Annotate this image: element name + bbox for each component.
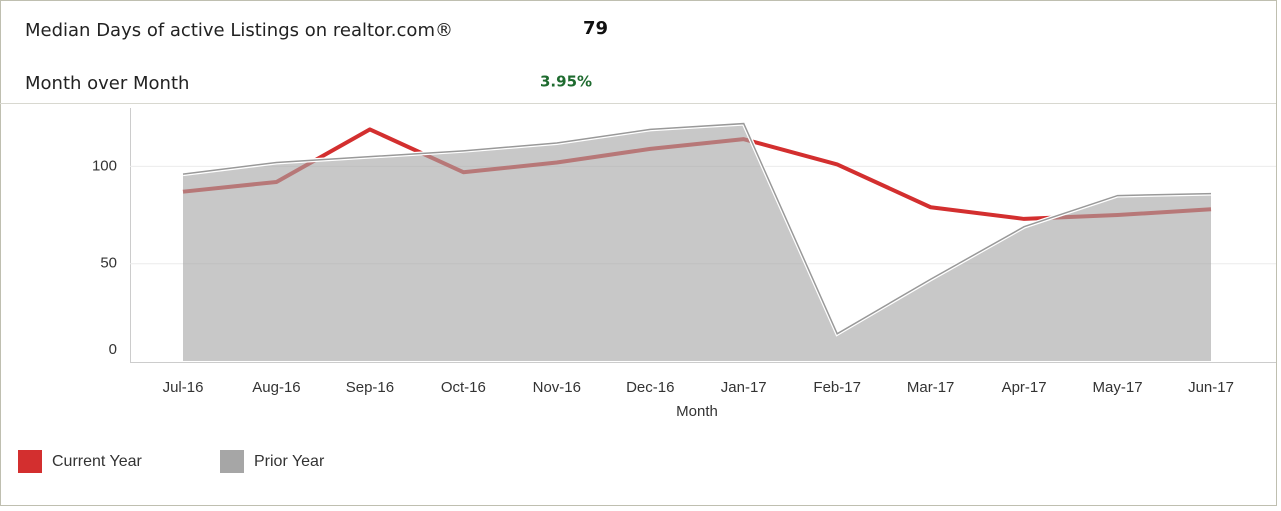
legend-label: Prior Year: [254, 453, 325, 470]
x-tick-label: Dec-16: [626, 379, 674, 396]
y-tick-label: 50: [100, 255, 117, 272]
y-tick-label: 100: [92, 157, 117, 174]
legend-label: Current Year: [52, 453, 143, 470]
legend-swatch: [18, 450, 42, 473]
x-axis-label: Month: [676, 403, 718, 420]
prior-area: [183, 123, 1211, 361]
x-tick-label: Mar-17: [907, 379, 955, 396]
x-tick-label: Jun-17: [1188, 379, 1234, 396]
metric-value: 79: [583, 18, 608, 39]
legend-swatch: [220, 450, 244, 473]
x-tick-label: Feb-17: [813, 379, 861, 396]
x-tick-label: Aug-16: [252, 379, 300, 396]
x-tick-label: Jan-17: [721, 379, 767, 396]
prior-outline: [182, 122, 1212, 335]
change-value: 3.95%: [540, 73, 592, 91]
x-tick-label: Nov-16: [533, 379, 581, 396]
x-tick-label: May-17: [1093, 379, 1143, 396]
y-tick-label: 0: [109, 341, 117, 358]
x-tick-label: Apr-17: [1002, 379, 1047, 396]
x-tick-label: Oct-16: [441, 379, 486, 396]
change-label: Month over Month: [25, 73, 189, 94]
metric-label: Median Days of active Listings on realto…: [25, 20, 453, 41]
x-tick-label: Sep-16: [346, 379, 394, 396]
x-tick-label: Jul-16: [163, 379, 204, 396]
